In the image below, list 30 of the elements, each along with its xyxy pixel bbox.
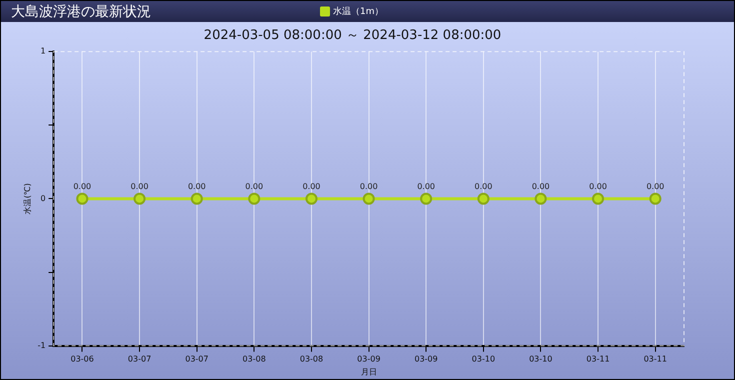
x-tick-label: 03-06 xyxy=(70,354,94,364)
data-label: 0.00 xyxy=(245,182,264,191)
x-tick-label: 03-07 xyxy=(185,354,208,364)
data-label: 0.00 xyxy=(302,182,320,191)
data-label: 0.00 xyxy=(188,182,206,191)
data-label: 0.00 xyxy=(360,182,378,191)
x-axis-title: 月日 xyxy=(360,367,377,376)
data-label: 0.00 xyxy=(73,182,92,191)
x-tick-label: 03-08 xyxy=(242,354,266,364)
x-tick-label: 03-07 xyxy=(128,354,152,364)
x-tick-label: 03-08 xyxy=(300,354,324,364)
x-tick-label: 03-10 xyxy=(472,354,496,364)
chart-title: 大島波浮港の最新状況 xyxy=(11,3,151,21)
x-tick-label: 03-10 xyxy=(529,354,552,364)
data-label: 0.00 xyxy=(130,182,148,191)
data-label: 0.00 xyxy=(646,182,664,191)
x-tick-label: 03-11 xyxy=(644,354,667,364)
x-tick-label: 03-11 xyxy=(586,354,610,364)
y-tick-label: -1 xyxy=(38,340,46,350)
data-label: 0.00 xyxy=(474,182,492,191)
x-tick-label: 03-09 xyxy=(357,354,380,364)
y-tick-label: 1 xyxy=(40,46,46,56)
chart-subtitle: 2024-03-05 08:00:00 ～ 2024-03-12 08:00:00 xyxy=(204,28,502,44)
y-axis-title: 水温(℃) xyxy=(22,183,32,214)
data-label: 0.00 xyxy=(532,182,550,191)
x-tick-label: 03-09 xyxy=(414,354,438,364)
data-label: 0.00 xyxy=(417,182,436,191)
y-tick-label: 0 xyxy=(40,194,46,203)
data-label: 0.00 xyxy=(589,182,607,191)
legend-label: 水温（1m） xyxy=(333,6,384,17)
